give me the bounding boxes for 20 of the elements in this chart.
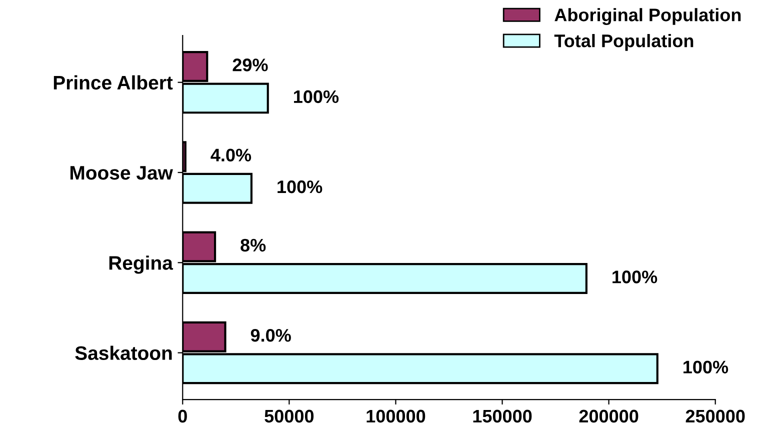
annotation: 100%: [684, 360, 728, 374]
annotation: 100%: [612, 270, 658, 284]
y-tick-label: Regina: [109, 256, 174, 274]
y-tick-label: Prince Albert: [54, 75, 173, 90]
annotation: 4.0%: [210, 148, 252, 162]
annotation: 8%: [240, 238, 266, 252]
annotation: 9.0%: [250, 328, 291, 342]
x-tick-label: 250000: [686, 410, 745, 423]
annotation: 100%: [278, 180, 322, 194]
x-tick-label: 50000: [264, 410, 314, 423]
x-tick-label: 150000: [473, 410, 532, 423]
y-tick-label: Moose Jaw: [70, 166, 173, 180]
annotation: 29%: [232, 58, 268, 72]
x-tick-label: 200000: [579, 410, 638, 423]
x-tick-label: 0: [178, 410, 187, 423]
y-tick-label: Saskatoon: [75, 346, 172, 360]
legend-label: Aboriginal Population: [554, 8, 741, 25]
annotation: 100%: [294, 90, 339, 104]
legend-label: Total Population: [554, 34, 694, 51]
x-tick-label: 100000: [366, 410, 426, 423]
